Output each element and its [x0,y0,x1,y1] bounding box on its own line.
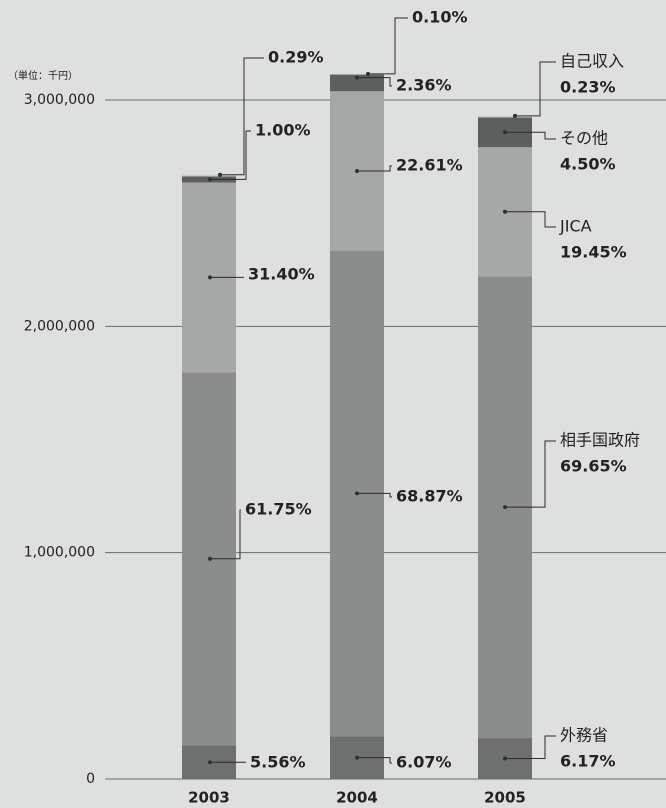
y-tick-label: 1,000,000 [24,545,95,561]
leader-line [357,77,392,87]
x-tick-label: 2003 [188,789,230,807]
leader-line [210,130,251,180]
leader-dot [503,505,507,510]
leader-dot [208,275,212,280]
leader-dot [366,71,370,76]
leader-dot [503,209,507,214]
bar-segment [182,174,236,177]
legend-label: JICA [559,217,592,236]
leader-line [515,61,556,117]
percent-label: 2.36% [396,76,452,95]
percent-label: 31.40% [248,265,315,284]
bar-segment [330,73,384,75]
x-tick-label: 2004 [336,789,378,807]
percent-label: 0.10% [412,8,468,27]
percent-label: 6.07% [396,753,452,772]
percent-label: 22.61% [396,156,463,175]
leader-line [505,440,556,508]
unit-label: （単位：千円） [8,69,78,82]
percent-label: 69.65% [560,457,627,476]
leader-line [210,509,241,560]
percent-label: 5.56% [250,753,306,772]
leader-dot [208,760,212,765]
leader-dot [513,113,517,118]
legend-label: 自己収入 [560,52,624,71]
percent-label: 0.23% [560,78,616,97]
percent-label: 4.50% [560,155,616,174]
percent-label: 0.29% [268,48,324,67]
leader-line [368,17,408,75]
leader-dot [503,756,507,761]
leader-line [357,757,392,764]
leader-dot [503,130,507,135]
y-tick-label: 0 [86,771,95,787]
percent-label: 61.75% [245,500,312,519]
y-tick-label: 2,000,000 [24,318,95,334]
leader-dot [355,168,359,173]
leader-dot [355,755,359,760]
leader-dot [208,556,212,561]
leader-dot [355,491,359,496]
leader-dot [355,75,359,80]
leader-dot [218,172,222,177]
leader-dot [208,177,212,182]
legend-label: 相手国政府 [560,431,640,450]
leader-line [357,492,392,498]
leader-line [505,131,556,140]
bar-segment [478,115,532,118]
percent-label: 68.87% [396,487,463,506]
legend-label: その他 [560,129,608,148]
x-tick-label: 2005 [484,789,526,807]
leader-line [505,211,556,228]
percent-label: 19.45% [560,243,627,262]
leader-line [220,57,264,176]
leader-line [357,165,392,172]
percent-label: 1.00% [255,121,311,140]
leader-line [505,735,556,760]
y-tick-label: 3,000,000 [24,92,95,108]
bar-segment [330,74,384,92]
percent-label: 6.17% [560,752,616,771]
legend-label: 外務省 [560,726,608,745]
